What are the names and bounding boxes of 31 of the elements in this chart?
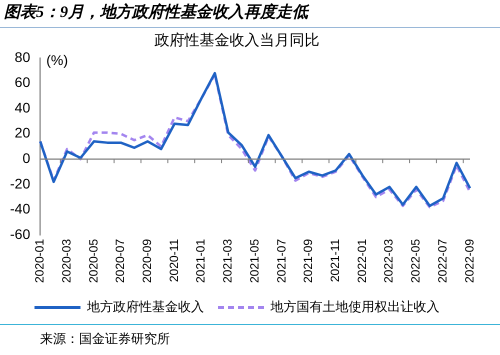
x-tick-label: 2022-09 <box>462 238 476 284</box>
chart-title: 图表5：9月，地方政府性基金收入再度走低 <box>0 0 500 28</box>
x-tick-label: 2020-01 <box>32 238 47 284</box>
x-tick-label: 2021-09 <box>301 238 316 284</box>
y-tick-label: -20 <box>10 175 30 192</box>
x-tick-label: 2020-07 <box>113 238 128 284</box>
chart-subtitle: 政府性基金收入当月同比 <box>154 32 320 49</box>
x-tick-label: 2021-05 <box>247 238 262 284</box>
x-tick-label: 2020-03 <box>59 238 74 284</box>
x-tick-label: 2020-11 <box>166 238 181 282</box>
x-tick-label: 2021-01 <box>194 238 208 284</box>
legend-label: 地方国有土地使用权出让收入 <box>270 298 440 314</box>
y-tick-label: -40 <box>10 200 30 217</box>
x-tick-label: 2021-03 <box>220 238 235 284</box>
x-tick-label: 2020-05 <box>86 238 100 284</box>
x-tick-label: 2022-03 <box>382 238 396 284</box>
legend-label: 地方政府性基金收入 <box>86 298 204 314</box>
y-tick-label: 40 <box>14 99 30 116</box>
x-tick-label: 2021-07 <box>274 238 288 284</box>
x-tick-label: 2022-07 <box>435 238 450 284</box>
x-tick-label: 2022-01 <box>354 238 369 284</box>
y-tick-label: 60 <box>14 74 30 90</box>
source-note: 来源：国金证券研究所 <box>40 331 170 346</box>
y-tick-label: -60 <box>10 226 30 242</box>
x-tick-label: 2021-11 <box>328 238 342 282</box>
y-tick-label: 0 <box>22 150 30 166</box>
x-tick-label: 2020-09 <box>140 238 154 284</box>
y-tick-label: 20 <box>14 124 30 141</box>
y-axis-title: (%) <box>46 52 68 68</box>
x-tick-label: 2022-05 <box>408 238 423 284</box>
y-tick-label: 80 <box>14 48 30 65</box>
